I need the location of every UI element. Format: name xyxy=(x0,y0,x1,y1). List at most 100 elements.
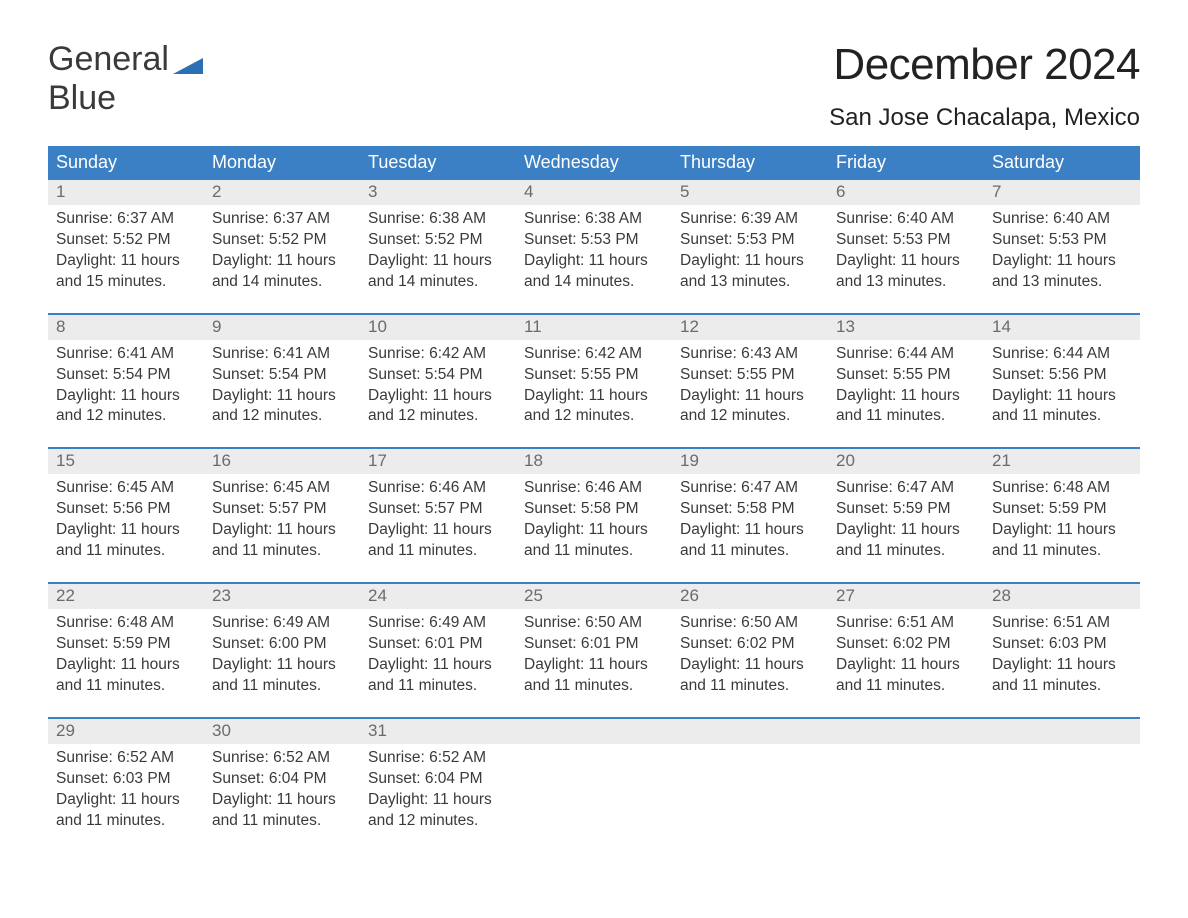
day-number xyxy=(984,719,1140,744)
sunset-line: Sunset: 6:01 PM xyxy=(524,634,664,655)
sunrise-line: Sunrise: 6:43 AM xyxy=(680,344,820,365)
day-number: 21 xyxy=(984,449,1140,474)
day-number-row: 15161718192021 xyxy=(48,449,1140,474)
day-cell: Sunrise: 6:37 AMSunset: 5:52 PMDaylight:… xyxy=(204,205,360,297)
week: 891011121314Sunrise: 6:41 AMSunset: 5:54… xyxy=(48,313,1140,432)
sunset-line: Sunset: 5:52 PM xyxy=(212,230,352,251)
sunset-line: Sunset: 5:56 PM xyxy=(56,499,196,520)
brand-logo: General Blue xyxy=(48,40,203,118)
daylight-line: Daylight: 11 hours and 13 minutes. xyxy=(992,251,1132,293)
day-cell: Sunrise: 6:52 AMSunset: 6:03 PMDaylight:… xyxy=(48,744,204,836)
day-number-row: 293031 xyxy=(48,719,1140,744)
sunrise-line: Sunrise: 6:46 AM xyxy=(524,478,664,499)
day-cell: Sunrise: 6:45 AMSunset: 5:57 PMDaylight:… xyxy=(204,474,360,566)
sunrise-line: Sunrise: 6:47 AM xyxy=(680,478,820,499)
day-cell: Sunrise: 6:37 AMSunset: 5:52 PMDaylight:… xyxy=(48,205,204,297)
day-header-cell: Monday xyxy=(204,146,360,180)
daylight-line: Daylight: 11 hours and 12 minutes. xyxy=(212,386,352,428)
sunrise-line: Sunrise: 6:48 AM xyxy=(56,613,196,634)
day-cell: Sunrise: 6:52 AMSunset: 6:04 PMDaylight:… xyxy=(360,744,516,836)
day-number: 22 xyxy=(48,584,204,609)
day-number: 4 xyxy=(516,180,672,205)
sunrise-line: Sunrise: 6:41 AM xyxy=(212,344,352,365)
daylight-line: Daylight: 11 hours and 11 minutes. xyxy=(56,790,196,832)
daylight-line: Daylight: 11 hours and 12 minutes. xyxy=(368,790,508,832)
day-cell xyxy=(516,744,672,836)
day-cell: Sunrise: 6:40 AMSunset: 5:53 PMDaylight:… xyxy=(984,205,1140,297)
sunrise-line: Sunrise: 6:40 AM xyxy=(992,209,1132,230)
week: 15161718192021Sunrise: 6:45 AMSunset: 5:… xyxy=(48,447,1140,566)
calendar: SundayMondayTuesdayWednesdayThursdayFrid… xyxy=(48,146,1140,835)
sunrise-line: Sunrise: 6:38 AM xyxy=(368,209,508,230)
brand-line2: Blue xyxy=(48,79,203,118)
weeks-container: 1234567Sunrise: 6:37 AMSunset: 5:52 PMDa… xyxy=(48,180,1140,835)
day-number: 17 xyxy=(360,449,516,474)
daylight-line: Daylight: 11 hours and 11 minutes. xyxy=(836,520,976,562)
daylight-line: Daylight: 11 hours and 11 minutes. xyxy=(524,520,664,562)
day-cell: Sunrise: 6:42 AMSunset: 5:55 PMDaylight:… xyxy=(516,340,672,432)
day-cell xyxy=(672,744,828,836)
daylight-line: Daylight: 11 hours and 11 minutes. xyxy=(56,655,196,697)
sunrise-line: Sunrise: 6:42 AM xyxy=(368,344,508,365)
daylight-line: Daylight: 11 hours and 12 minutes. xyxy=(524,386,664,428)
day-header-cell: Saturday xyxy=(984,146,1140,180)
day-number: 10 xyxy=(360,315,516,340)
sunset-line: Sunset: 6:04 PM xyxy=(212,769,352,790)
day-cell: Sunrise: 6:51 AMSunset: 6:02 PMDaylight:… xyxy=(828,609,984,701)
day-number xyxy=(828,719,984,744)
sunrise-line: Sunrise: 6:45 AM xyxy=(212,478,352,499)
day-number xyxy=(516,719,672,744)
day-cell xyxy=(828,744,984,836)
sunset-line: Sunset: 5:55 PM xyxy=(524,365,664,386)
day-header-cell: Thursday xyxy=(672,146,828,180)
sunset-line: Sunset: 5:57 PM xyxy=(212,499,352,520)
day-cell: Sunrise: 6:47 AMSunset: 5:58 PMDaylight:… xyxy=(672,474,828,566)
sunrise-line: Sunrise: 6:51 AM xyxy=(836,613,976,634)
sunset-line: Sunset: 5:54 PM xyxy=(368,365,508,386)
sunrise-line: Sunrise: 6:50 AM xyxy=(680,613,820,634)
day-cell: Sunrise: 6:45 AMSunset: 5:56 PMDaylight:… xyxy=(48,474,204,566)
daylight-line: Daylight: 11 hours and 11 minutes. xyxy=(992,520,1132,562)
sunrise-line: Sunrise: 6:42 AM xyxy=(524,344,664,365)
week: 1234567Sunrise: 6:37 AMSunset: 5:52 PMDa… xyxy=(48,180,1140,297)
sunset-line: Sunset: 5:53 PM xyxy=(680,230,820,251)
day-number-row: 1234567 xyxy=(48,180,1140,205)
sunset-line: Sunset: 6:03 PM xyxy=(56,769,196,790)
daylight-line: Daylight: 11 hours and 11 minutes. xyxy=(836,655,976,697)
day-number: 26 xyxy=(672,584,828,609)
daylight-line: Daylight: 11 hours and 11 minutes. xyxy=(836,386,976,428)
daylight-line: Daylight: 11 hours and 11 minutes. xyxy=(56,520,196,562)
sunrise-line: Sunrise: 6:52 AM xyxy=(56,748,196,769)
sunset-line: Sunset: 5:52 PM xyxy=(56,230,196,251)
daylight-line: Daylight: 11 hours and 11 minutes. xyxy=(680,655,820,697)
day-number: 7 xyxy=(984,180,1140,205)
sunset-line: Sunset: 5:53 PM xyxy=(524,230,664,251)
day-number: 23 xyxy=(204,584,360,609)
triangle-icon xyxy=(173,54,203,79)
day-number: 29 xyxy=(48,719,204,744)
day-number: 11 xyxy=(516,315,672,340)
daylight-line: Daylight: 11 hours and 11 minutes. xyxy=(992,655,1132,697)
day-number: 16 xyxy=(204,449,360,474)
day-cell: Sunrise: 6:49 AMSunset: 6:01 PMDaylight:… xyxy=(360,609,516,701)
day-cell: Sunrise: 6:48 AMSunset: 5:59 PMDaylight:… xyxy=(984,474,1140,566)
sunset-line: Sunset: 5:54 PM xyxy=(212,365,352,386)
day-content-row: Sunrise: 6:37 AMSunset: 5:52 PMDaylight:… xyxy=(48,205,1140,297)
sunset-line: Sunset: 6:01 PM xyxy=(368,634,508,655)
day-cell xyxy=(984,744,1140,836)
sunrise-line: Sunrise: 6:37 AM xyxy=(212,209,352,230)
day-number: 12 xyxy=(672,315,828,340)
sunset-line: Sunset: 6:02 PM xyxy=(680,634,820,655)
header: General Blue December 2024 San Jose Chac… xyxy=(48,40,1140,132)
sunrise-line: Sunrise: 6:44 AM xyxy=(992,344,1132,365)
sunset-line: Sunset: 5:52 PM xyxy=(368,230,508,251)
day-cell: Sunrise: 6:48 AMSunset: 5:59 PMDaylight:… xyxy=(48,609,204,701)
sunset-line: Sunset: 5:55 PM xyxy=(680,365,820,386)
day-number: 31 xyxy=(360,719,516,744)
day-number: 24 xyxy=(360,584,516,609)
day-number: 30 xyxy=(204,719,360,744)
daylight-line: Daylight: 11 hours and 12 minutes. xyxy=(680,386,820,428)
day-number: 14 xyxy=(984,315,1140,340)
day-cell: Sunrise: 6:38 AMSunset: 5:52 PMDaylight:… xyxy=(360,205,516,297)
day-content-row: Sunrise: 6:48 AMSunset: 5:59 PMDaylight:… xyxy=(48,609,1140,701)
